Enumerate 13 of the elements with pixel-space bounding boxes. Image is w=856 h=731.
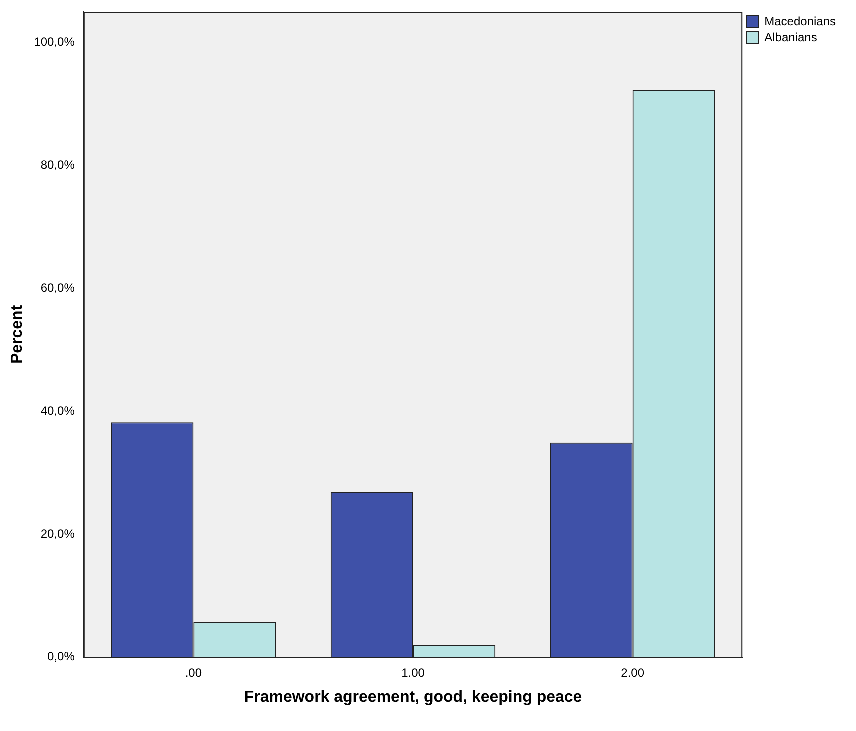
y-tick-label: 0,0% xyxy=(48,650,76,664)
x-tick-label: 2.00 xyxy=(621,666,645,680)
x-tick-label: 1.00 xyxy=(402,666,426,680)
y-tick-label: 20,0% xyxy=(40,526,76,541)
y-tick-label: 80,0% xyxy=(40,158,76,172)
legend-label: Macedonians xyxy=(764,14,836,28)
y-tick-label: 60,0% xyxy=(40,280,76,295)
legend-label: Albanians xyxy=(764,30,818,44)
y-tick-label: 100,0% xyxy=(34,35,76,50)
y-tick-label: 40,0% xyxy=(40,404,76,418)
x-tick-label: .00 xyxy=(185,666,202,680)
x-axis-title: Framework agreement, good, keeping peace xyxy=(244,688,582,706)
y-axis-title: Percent xyxy=(9,304,26,364)
